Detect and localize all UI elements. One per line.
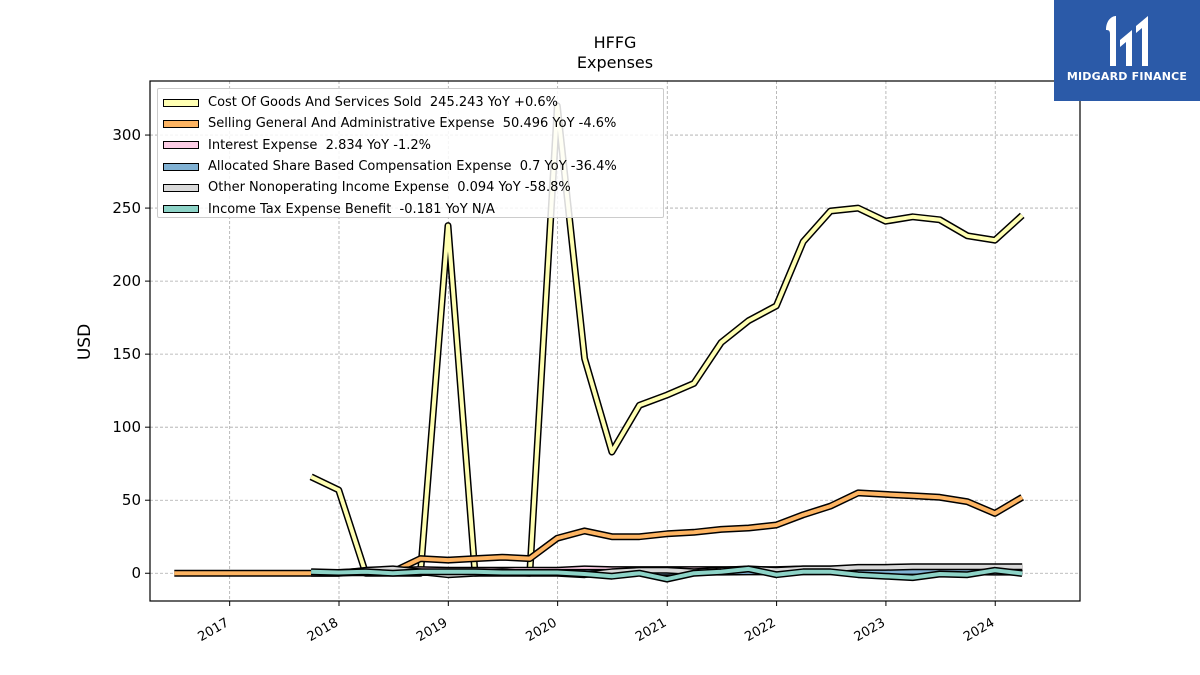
legend-label: Selling General And Administrative Expen…: [208, 116, 617, 132]
y-tick-label: 50: [122, 491, 141, 509]
logo-mark-icon: [1106, 16, 1148, 66]
x-tick-label: 2024: [961, 615, 997, 645]
series-line-5: [311, 566, 1023, 582]
y-tick-label: 0: [131, 564, 141, 582]
legend-label: Income Tax Expense Benefit -0.181 YoY N/…: [208, 201, 495, 217]
legend-swatch: [163, 119, 199, 128]
x-tick-label: 2019: [414, 615, 450, 645]
y-tick-label: 150: [112, 345, 141, 363]
legend-swatch: [163, 98, 199, 107]
x-tick-label: 2020: [523, 615, 559, 645]
plot-frame: [149, 80, 1081, 602]
chart-title: HFFG: [594, 33, 637, 52]
brand-logo: MIDGARD FINANCE: [1054, 0, 1200, 101]
legend-entry: Income Tax Expense Benefit -0.181 YoY N/…: [163, 198, 663, 219]
y-tick-label: 250: [112, 199, 141, 217]
logo-text: MIDGARD FINANCE: [1066, 70, 1188, 83]
legend-entry: Interest Expense 2.834 YoY -1.2%: [163, 135, 663, 156]
series-lines: [174, 102, 1025, 583]
y-axis-label: USD: [75, 324, 95, 360]
x-tick-label: 2023: [852, 615, 888, 645]
chart-legend: Cost Of Goods And Services Sold 245.243 …: [157, 88, 664, 218]
chart-subtitle: Expenses: [577, 53, 653, 72]
legend-entry: Allocated Share Based Compensation Expen…: [163, 156, 663, 177]
y-tick-label: 100: [112, 418, 141, 436]
y-tick-label: 200: [112, 272, 141, 290]
legend-swatch: [163, 205, 199, 214]
x-tick-label: 2022: [742, 615, 778, 645]
legend-swatch: [163, 141, 199, 150]
series-line-0: [310, 103, 1024, 576]
legend-entry: Other Nonoperating Income Expense 0.094 …: [163, 177, 663, 198]
legend-label: Cost Of Goods And Services Sold 245.243 …: [208, 95, 558, 111]
legend-label: Other Nonoperating Income Expense 0.094 …: [208, 180, 571, 196]
series-line-1: [174, 490, 1024, 576]
y-tick-label: 300: [112, 126, 141, 144]
x-tick-label: 2018: [305, 615, 341, 645]
x-tick-label: 2021: [633, 615, 669, 645]
legend-entry: Cost Of Goods And Services Sold 245.243 …: [163, 92, 663, 113]
legend-label: Allocated Share Based Compensation Expen…: [208, 159, 617, 175]
legend-swatch: [163, 183, 199, 192]
legend-entry: Selling General And Administrative Expen…: [163, 113, 663, 134]
legend-label: Interest Expense 2.834 YoY -1.2%: [208, 137, 431, 153]
x-tick-label: 2017: [196, 615, 232, 645]
legend-swatch: [163, 162, 199, 171]
